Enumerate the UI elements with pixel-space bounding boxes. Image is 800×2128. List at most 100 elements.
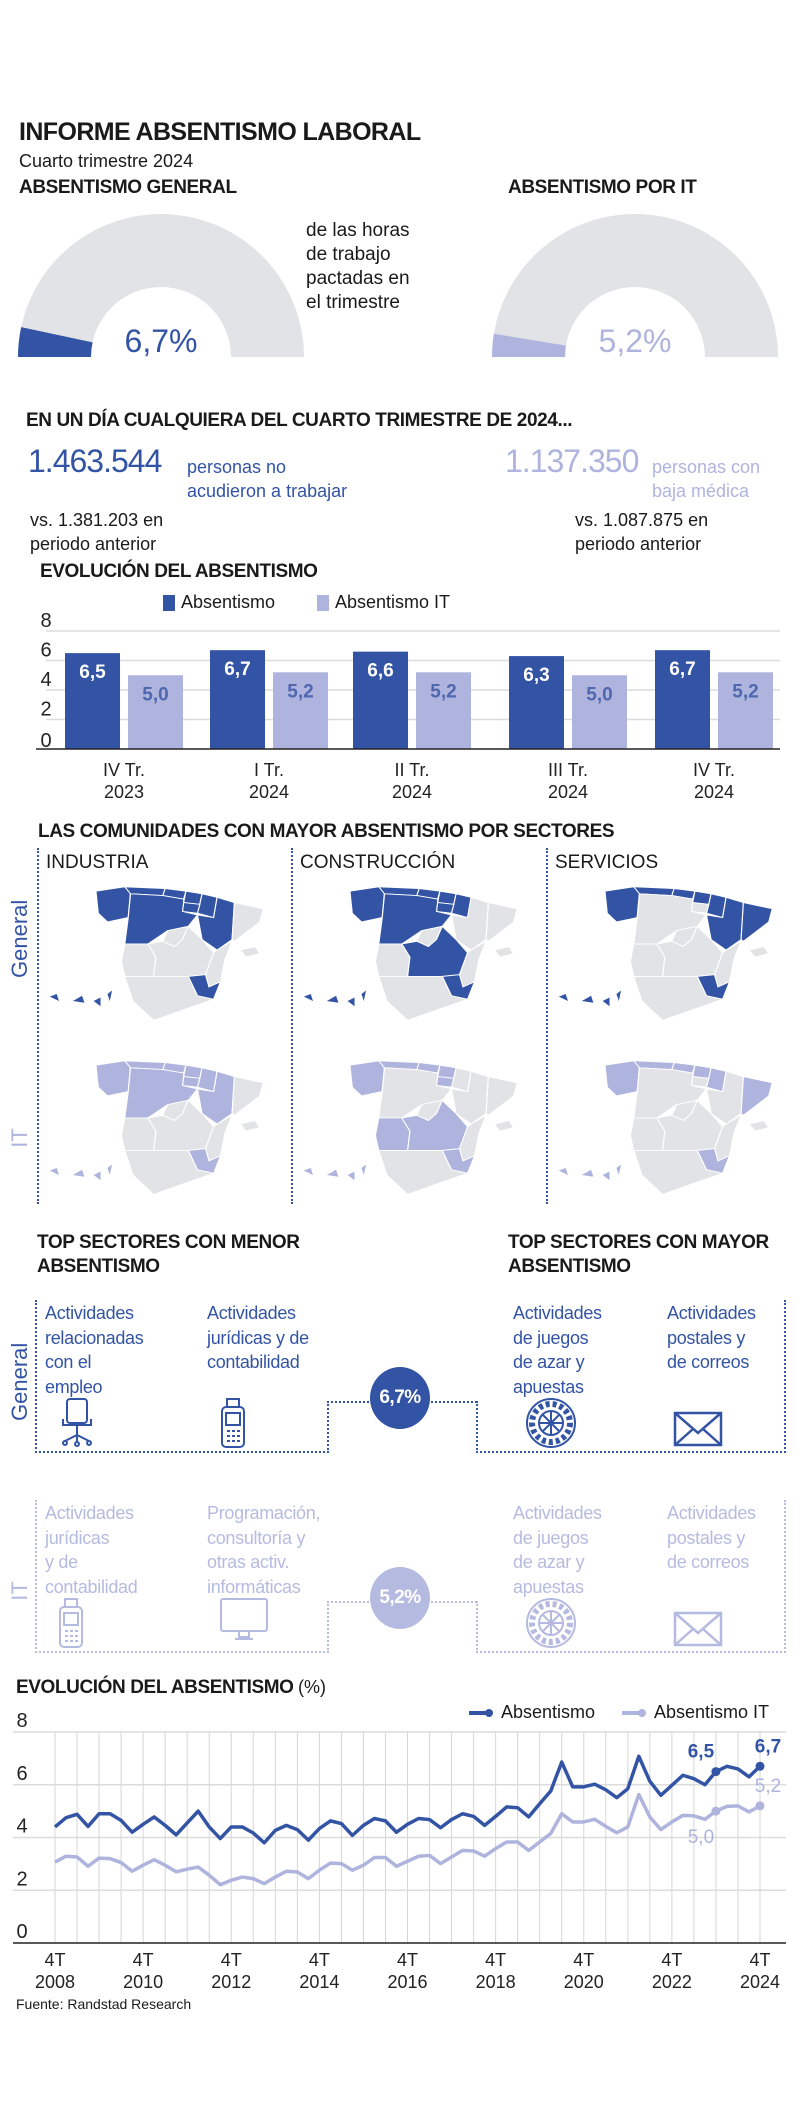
sector-name-line: Actividades <box>513 1503 602 1523</box>
map-region-galicia <box>95 886 132 923</box>
card-terminal-icon <box>219 1397 247 1454</box>
gauge-note-line: de las horas <box>306 220 410 241</box>
map-region-galicia <box>604 1060 641 1097</box>
bar-chart-title: EVOLUCIÓN DEL ABSENTISMO <box>40 561 318 582</box>
bar-x-tick: 2024 <box>249 782 289 802</box>
map-region-canarias <box>93 1171 101 1181</box>
maps-title: LAS COMUNIDADES CON MAYOR ABSENTISMO POR… <box>38 821 615 842</box>
map-region-canarias <box>616 1164 622 1176</box>
map-region-canarias <box>361 1164 367 1176</box>
sector-name-line: contabilidad <box>207 1352 300 1372</box>
map-region-navarra <box>196 893 218 919</box>
bar-y-tick: 2 <box>40 699 51 721</box>
legend-swatch <box>163 594 175 611</box>
line-series-absentismo <box>53 1754 762 1845</box>
map-region-canarias <box>303 1168 313 1176</box>
map-region-pais-vasco <box>436 890 457 905</box>
bar-absentismo-it <box>128 675 183 749</box>
map-region-canarias <box>303 994 313 1002</box>
line-x-tick: 4T <box>397 1950 418 1970</box>
line-x-tick: 2014 <box>299 1972 339 1992</box>
map-construcción-general <box>303 886 518 1021</box>
roulette-icon <box>525 1597 577 1654</box>
map-region-baleares <box>748 946 770 958</box>
daily-sick-number: 1.137.350 <box>505 443 639 479</box>
daily-sick-desc: personas con baja médica <box>652 455 760 503</box>
gauge-general-heading: ABSENTISMO GENERAL <box>19 177 237 198</box>
rate-circle: 5,2% <box>370 1567 430 1629</box>
line-x-tick: 4T <box>44 1950 65 1970</box>
map-region-canarias <box>602 1171 610 1181</box>
sector-name-line: empleo <box>45 1376 103 1397</box>
line-x-tick: 4T <box>309 1950 330 1970</box>
line-chart: 024684T20084T20104T20124T20144T20164T201… <box>13 1710 786 1992</box>
map-region-pais-vasco <box>182 1064 203 1079</box>
map-region-castilla-la-mancha <box>401 925 469 977</box>
map-region-canarias <box>558 994 568 1002</box>
line-x-tick: 2022 <box>652 1972 692 1992</box>
sector-name-line: Programación, <box>207 1503 321 1523</box>
line-chart-title-text: EVOLUCIÓN DEL ABSENTISMO <box>16 1677 294 1698</box>
line-x-tick: 4T <box>661 1950 682 1970</box>
sector-name-line: apuestas <box>513 1376 584 1397</box>
map-region-baleares <box>239 946 261 958</box>
roulette-icon-svg <box>526 1398 576 1448</box>
line-x-tick: 2018 <box>476 1972 516 1992</box>
gauge-note-line: el trimestre <box>306 292 400 313</box>
comparison-line: periodo anterior <box>30 534 157 554</box>
map-region-baleares <box>493 1120 515 1132</box>
legend-label: Absentismo IT <box>335 592 451 612</box>
bar-x-tick: IV Tr. <box>693 760 735 780</box>
bar-absentismo <box>210 650 265 749</box>
heading-line: ABSENTISMO <box>508 1256 631 1277</box>
rate-circle: 6,7% <box>370 1367 430 1429</box>
map-region-castilla-la-mancha <box>147 925 215 977</box>
card-terminal-icon-svg <box>221 1398 245 1448</box>
sector-row-label: IT <box>7 1581 32 1601</box>
sector-name: Actividades de juegos de azar y apuestas <box>513 1301 602 1399</box>
line-point-marker <box>711 1806 721 1816</box>
low-box-step <box>327 1601 329 1653</box>
sector-name-line: apuestas <box>513 1576 584 1597</box>
map-servicios-it <box>558 1060 773 1195</box>
roulette-icon-svg <box>526 1598 576 1648</box>
sector-name: Actividades postales y de correos <box>667 1301 756 1375</box>
map-column-label: CONSTRUCCIÓN <box>300 852 456 873</box>
gauge-general-value: 6,7% <box>124 323 198 359</box>
bar-absentismo <box>353 651 408 749</box>
line-x-tick: 2020 <box>564 1972 604 1992</box>
legend-label: Absentismo IT <box>654 1702 770 1722</box>
monitor-icon <box>219 1597 269 1646</box>
line-y-tick: 4 <box>16 1816 27 1838</box>
map-region-navarra <box>450 1067 472 1093</box>
sector-name-line: Actividades <box>667 1503 756 1523</box>
sector-name-line: informáticas <box>207 1576 301 1597</box>
bar-x-tick: 2024 <box>392 782 432 802</box>
map-region-andalucia <box>124 1149 216 1195</box>
map-region-andalucia <box>378 975 470 1021</box>
bar-absentismo-it <box>416 672 471 749</box>
map-region-baleares <box>748 1120 770 1132</box>
sector-name-line: Actividades <box>667 1303 756 1323</box>
line-chart-title: EVOLUCIÓN DEL ABSENTISMO (%) <box>16 1677 326 1699</box>
gauge-it-value: 5,2% <box>598 323 672 359</box>
map-region-cataluna <box>231 1076 264 1116</box>
map-industria-general <box>49 886 264 1021</box>
sector-name-line: de azar y <box>513 1352 585 1372</box>
sector-name: Actividades postales y de correos <box>667 1501 756 1575</box>
map-region-andalucia <box>124 975 216 1021</box>
bar-y-tick: 6 <box>40 640 51 662</box>
line-x-tick: 4T <box>485 1950 506 1970</box>
bar-value-label: 6,7 <box>669 659 695 680</box>
map-region-cataluna <box>740 1076 773 1116</box>
map-region-cataluna <box>485 902 518 942</box>
line-x-tick: 2016 <box>387 1972 427 1992</box>
line-x-tick: 2008 <box>35 1972 75 1992</box>
map-region-pais-vasco <box>436 1064 457 1079</box>
map-region-baleares <box>493 946 515 958</box>
legend-label: Absentismo <box>501 1702 596 1722</box>
sector-name-line: de azar y <box>513 1552 585 1572</box>
office-chair-icon-svg <box>62 1398 92 1447</box>
map-region-cataluna <box>231 902 264 942</box>
line-y-tick: 8 <box>16 1710 27 1732</box>
